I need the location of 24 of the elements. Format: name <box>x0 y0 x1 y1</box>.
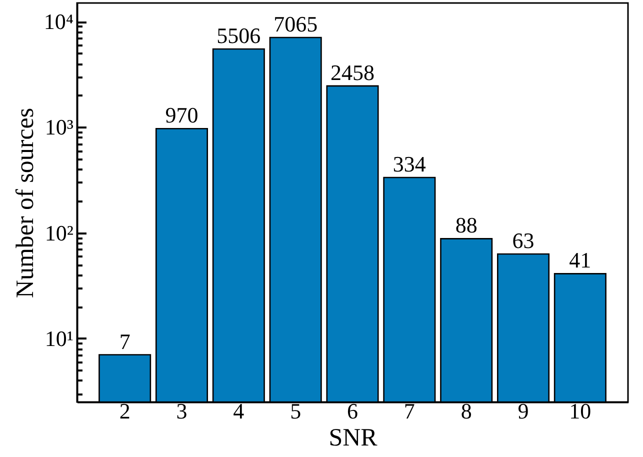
data-label: 2458 <box>330 60 374 85</box>
data-label: 7 <box>119 328 130 354</box>
y-tick-label: 10² <box>44 220 74 246</box>
y-tick-label: 10⁴ <box>44 9 74 34</box>
x-tick-label: 6 <box>347 398 358 424</box>
data-label: 970 <box>165 102 198 128</box>
x-tick-label: 7 <box>404 398 415 424</box>
data-label: 63 <box>512 228 534 253</box>
data-label: 7065 <box>274 12 318 37</box>
x-tick-label: 8 <box>460 398 472 424</box>
y-axis-title: Number of sources <box>12 108 39 298</box>
y-tick-label: 10¹ <box>44 326 74 351</box>
x-tick-label: 2 <box>119 398 130 424</box>
x-tick-label: 5 <box>290 398 302 424</box>
x-tick-label: 3 <box>176 398 188 424</box>
data-label: 5506 <box>216 22 261 48</box>
x-tick-label: 9 <box>518 398 529 424</box>
data-label: 88 <box>455 212 478 238</box>
x-axis-title: SNR <box>328 424 378 452</box>
x-tick-label: 4 <box>233 398 244 424</box>
data-label: 334 <box>392 152 426 176</box>
y-tick-label: 10³ <box>44 114 74 140</box>
data-label: 41 <box>569 248 592 273</box>
x-tick-label: 10 <box>569 398 592 424</box>
